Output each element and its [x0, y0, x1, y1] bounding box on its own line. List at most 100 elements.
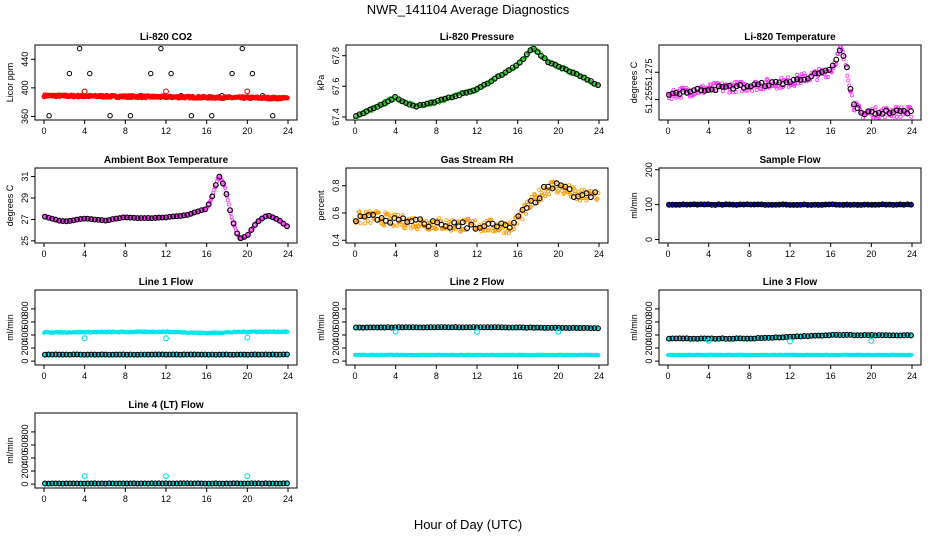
- data-point: [113, 215, 120, 222]
- data-point: [811, 332, 818, 339]
- data-point: [676, 335, 683, 342]
- data-point: [166, 213, 173, 220]
- data-point: [248, 480, 255, 487]
- panel-title-line4: Line 4 (LT) Flow: [128, 400, 204, 411]
- data-point: [163, 214, 169, 221]
- data-point: [276, 480, 283, 487]
- data-point: [843, 64, 850, 71]
- data-point: [195, 351, 201, 358]
- data-point: [413, 324, 420, 331]
- x-tick-label: 16: [826, 371, 836, 381]
- data-point: [259, 351, 266, 358]
- data-point: [570, 324, 577, 331]
- data-point: [148, 480, 155, 487]
- data-point: [360, 324, 367, 331]
- data-point: [84, 351, 91, 358]
- y-tick-label: 800: [331, 301, 341, 316]
- data-point: [890, 332, 897, 339]
- data-point: [498, 324, 505, 331]
- data-point: [235, 231, 240, 236]
- data-point: [223, 351, 230, 358]
- y-tick-label: 0.8: [331, 179, 341, 192]
- series-box_temp_black: [42, 173, 290, 242]
- data-point: [155, 214, 162, 221]
- data-point: [163, 480, 169, 487]
- data-point: [77, 351, 84, 358]
- series-line1_black: [42, 351, 290, 358]
- x-tick-label: 20: [242, 371, 252, 381]
- data-point: [218, 176, 223, 181]
- data-point: [138, 351, 145, 358]
- data-point: [234, 480, 241, 487]
- data-point: [541, 55, 548, 62]
- data-point: [57, 329, 62, 334]
- data-point: [46, 113, 52, 119]
- data-point: [66, 70, 73, 77]
- data-point: [715, 83, 722, 90]
- data-point: [879, 110, 886, 117]
- data-point: [520, 324, 527, 331]
- data-point: [82, 329, 87, 334]
- data-point: [234, 230, 241, 237]
- panel-title-box_temp: Ambient Box Temperature: [104, 155, 229, 166]
- data-point: [843, 331, 850, 338]
- data-point: [406, 101, 413, 108]
- data-point: [252, 480, 258, 487]
- data-point: [534, 324, 541, 331]
- x-tick-label: 12: [785, 126, 795, 136]
- data-point: [417, 102, 424, 108]
- data-point: [555, 328, 562, 335]
- data-point: [434, 97, 441, 104]
- data-point: [669, 90, 676, 97]
- data-point: [909, 114, 914, 119]
- data-point: [669, 96, 674, 101]
- data-point: [363, 324, 370, 331]
- data-point: [694, 201, 701, 208]
- y-tick-label: 67.4: [331, 108, 341, 126]
- data-point: [822, 67, 829, 74]
- x-tick-label: 0: [665, 371, 670, 381]
- data-point: [120, 480, 127, 487]
- data-point: [493, 223, 500, 230]
- data-point: [49, 351, 56, 358]
- y-tick-label: 0.4: [331, 234, 341, 247]
- series-line3_cyan_low: [666, 352, 914, 358]
- y-tick-label: 200: [20, 464, 30, 479]
- series-line2_cyan_low: [352, 352, 601, 358]
- data-point: [549, 185, 556, 192]
- data-point: [683, 335, 690, 342]
- data-point: [266, 480, 273, 487]
- data-point: [801, 76, 808, 83]
- data-point: [356, 111, 363, 118]
- y-tick-label: 600: [644, 314, 654, 329]
- y-tick-label: 100: [644, 197, 654, 212]
- data-point: [227, 351, 234, 358]
- data-point: [363, 221, 368, 226]
- data-point: [223, 480, 230, 487]
- data-point: [370, 324, 377, 331]
- x-tick-label: 4: [393, 371, 398, 381]
- data-point: [808, 332, 815, 339]
- x-tick-label: 8: [434, 126, 439, 136]
- data-point: [683, 201, 690, 208]
- data-point: [219, 480, 226, 487]
- page-title: NWR_141104 Average Diagnostics: [366, 2, 570, 17]
- data-point: [191, 209, 198, 216]
- y-axis-label: kPa: [316, 75, 326, 91]
- data-point: [883, 201, 890, 208]
- y-tick-label: 600: [331, 314, 341, 329]
- data-point: [152, 480, 159, 487]
- x-tick-label: 4: [706, 126, 711, 136]
- data-point: [536, 195, 543, 202]
- data-point: [573, 325, 580, 331]
- data-point: [804, 333, 811, 340]
- data-point: [836, 201, 843, 208]
- data-point: [779, 75, 784, 80]
- data-point: [91, 480, 98, 487]
- data-point: [579, 191, 584, 196]
- data-point: [765, 334, 772, 341]
- data-point: [908, 108, 914, 115]
- x-tick-label: 4: [82, 249, 87, 259]
- data-point: [506, 231, 511, 236]
